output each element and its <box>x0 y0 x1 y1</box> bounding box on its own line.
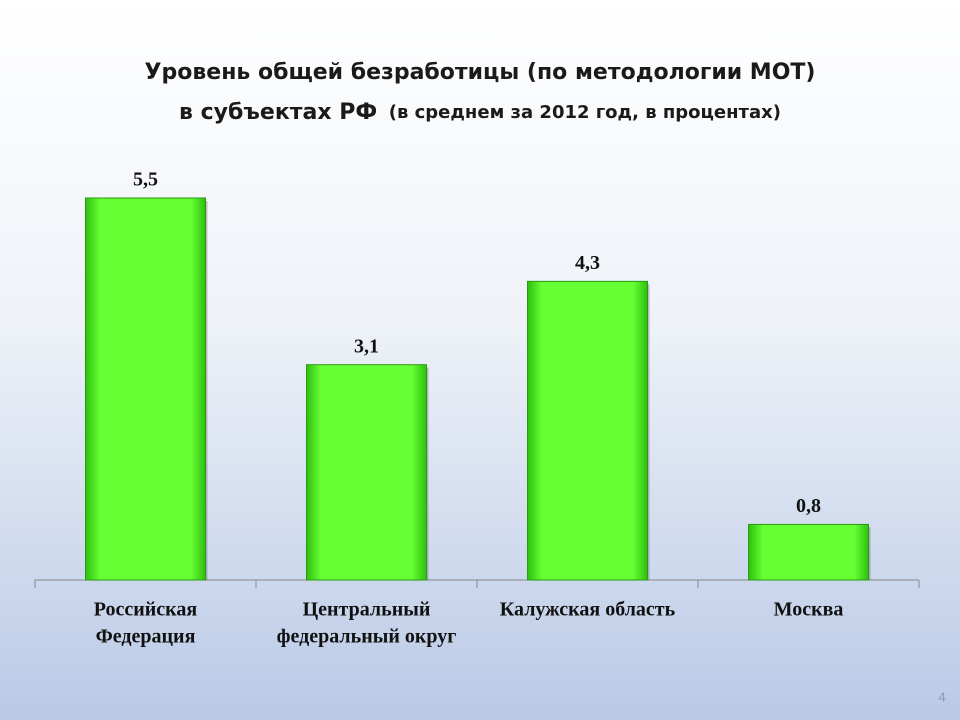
x-tick-label: Российская <box>94 599 198 621</box>
chart-title: Уровень общей безработицы (по методологи… <box>145 60 816 85</box>
bar <box>748 523 869 581</box>
chart-subtitle: в субъектах РФ (в среднем за 2012 год, в… <box>179 100 781 125</box>
subtitle-main: в субъектах РФ <box>179 100 377 125</box>
x-tick-label: Центральный <box>303 599 431 621</box>
bar <box>306 364 427 581</box>
bar <box>85 197 206 581</box>
data-label: 3,1 <box>354 335 379 357</box>
subtitle-note: (в среднем за 2012 год, в процентах) <box>389 102 781 123</box>
data-label: 5,5 <box>133 169 158 191</box>
x-tick-label: Калужская область <box>500 599 676 621</box>
x-tick-label: Москва <box>774 599 844 621</box>
x-tick-label: федеральный округ <box>277 626 457 648</box>
data-label: 0,8 <box>796 495 821 517</box>
x-tick-label: Федерация <box>96 626 196 648</box>
page-number: 4 <box>938 691 946 705</box>
bar <box>527 280 648 581</box>
data-label: 4,3 <box>575 252 600 274</box>
